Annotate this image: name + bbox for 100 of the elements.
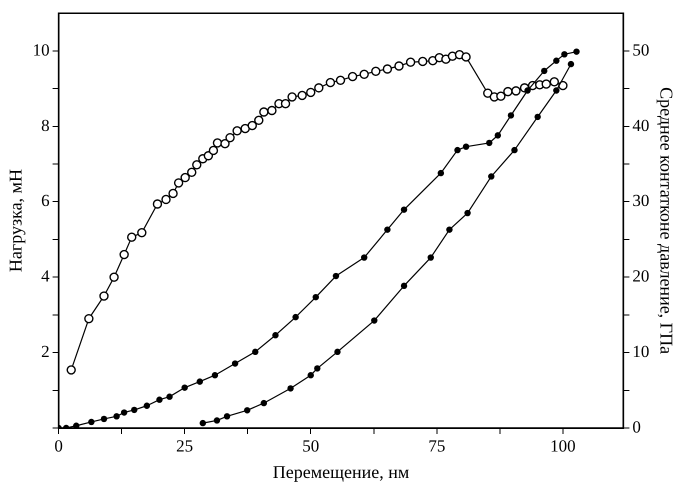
point [462, 143, 470, 150]
point [314, 83, 324, 93]
y2-tick-label: 40 [632, 116, 650, 135]
point [326, 78, 336, 88]
point [119, 250, 129, 260]
point [168, 188, 178, 198]
point [464, 210, 471, 216]
point [174, 178, 184, 188]
point [486, 140, 492, 146]
x-tick-label: 25 [176, 436, 194, 456]
point [511, 86, 521, 96]
point [196, 378, 203, 385]
point [360, 254, 368, 261]
point [503, 86, 513, 96]
point [88, 418, 95, 426]
point [308, 372, 314, 378]
point [220, 138, 230, 148]
point [488, 173, 494, 180]
y2-tick-label: 50 [632, 40, 650, 60]
point [494, 132, 502, 139]
point [212, 138, 222, 148]
point [568, 60, 574, 68]
point [166, 394, 173, 400]
point [259, 107, 269, 117]
point [359, 70, 369, 79]
y-tick-label: 6 [41, 191, 50, 210]
point [113, 413, 120, 420]
point [161, 194, 171, 204]
point [152, 199, 162, 209]
point [461, 52, 471, 62]
point [156, 396, 163, 403]
point [384, 226, 391, 233]
point [232, 360, 238, 367]
point [428, 254, 434, 261]
point [84, 314, 94, 324]
point [553, 58, 560, 64]
point [208, 146, 218, 156]
point [192, 160, 202, 170]
point [244, 407, 250, 414]
point [312, 294, 319, 300]
point [496, 91, 506, 101]
x-tick-label: 0 [54, 436, 63, 456]
y-tick-label: 8 [41, 116, 50, 135]
x-tick-label: 100 [550, 436, 576, 456]
point [371, 66, 380, 76]
point [144, 402, 150, 409]
y2-tick-label: 10 [632, 342, 650, 362]
point [332, 272, 340, 280]
y2-tick-label: 30 [632, 191, 650, 210]
point [561, 51, 568, 58]
point [212, 372, 218, 378]
point [252, 348, 258, 356]
point [542, 79, 551, 89]
point [371, 317, 378, 324]
x-axis-title: Перемещение, нм [272, 462, 410, 482]
x-tick-label: 50 [302, 436, 320, 456]
point [336, 76, 346, 86]
y-axis-title: Нагрузка, мН [6, 169, 26, 272]
point [127, 232, 136, 242]
point [240, 124, 250, 134]
point [260, 400, 268, 406]
point [254, 116, 264, 125]
point [267, 106, 277, 116]
point [73, 422, 80, 428]
y-tick-label: 4 [41, 266, 50, 286]
point [306, 88, 316, 98]
y-tick-label: 10 [32, 40, 50, 60]
point [454, 146, 461, 154]
point [297, 90, 307, 100]
point [287, 92, 297, 102]
point [181, 384, 188, 391]
point [280, 99, 290, 108]
y2-tick-label: 0 [632, 417, 641, 436]
x-tick-label: 75 [428, 436, 446, 456]
point [406, 58, 416, 67]
point [287, 385, 294, 392]
point [224, 413, 230, 420]
point [573, 48, 580, 55]
point [394, 61, 404, 71]
y2-tick-label: 20 [632, 266, 650, 286]
point [348, 72, 358, 82]
point [553, 87, 560, 94]
y2-axis-title: Среднее контатконе давление, ГПа [656, 87, 676, 354]
point [334, 348, 341, 356]
point [418, 56, 428, 66]
point [248, 120, 257, 130]
point [180, 172, 190, 182]
point [550, 77, 560, 87]
point [131, 406, 138, 414]
point [225, 132, 235, 142]
point [541, 68, 548, 74]
point [446, 226, 453, 233]
point [200, 420, 206, 426]
point [292, 314, 299, 320]
point [232, 126, 242, 136]
point [400, 206, 408, 213]
point [272, 332, 279, 338]
point [438, 170, 444, 176]
point [400, 282, 408, 290]
point [187, 168, 196, 178]
